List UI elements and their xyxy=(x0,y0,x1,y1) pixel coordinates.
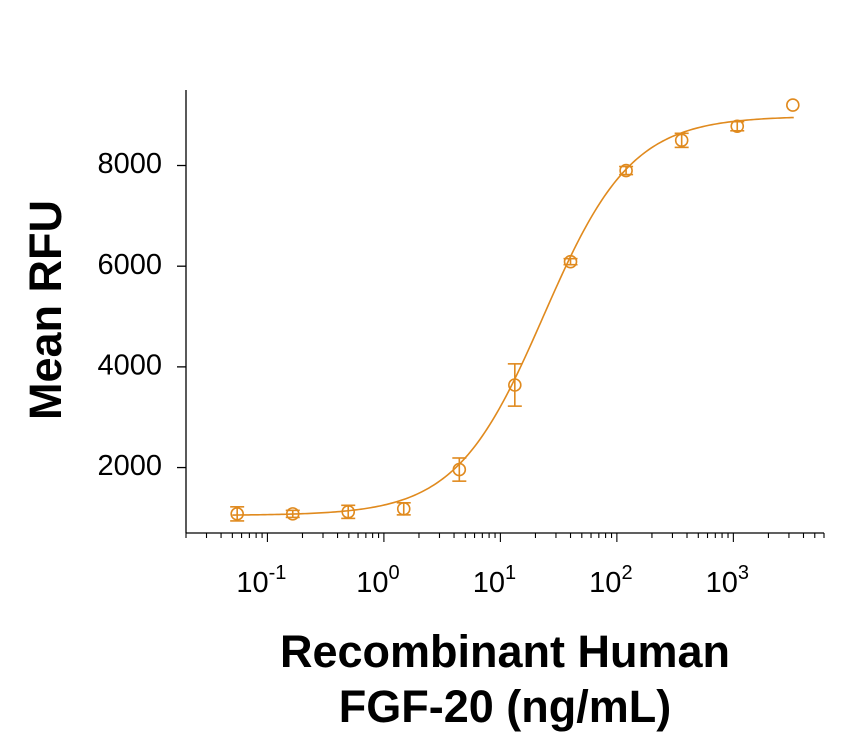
x-tick-base: 10 xyxy=(356,567,388,599)
x-tick-base: 10 xyxy=(236,567,268,599)
data-point xyxy=(619,163,634,178)
x-tick-exponent: -1 xyxy=(269,562,287,584)
x-tick-base: 10 xyxy=(706,567,738,599)
y-axis: 2000 4000 6000 8000 xyxy=(97,90,187,533)
point-marker xyxy=(285,507,300,521)
x-tick-label-0.1: 10-1 xyxy=(236,562,286,599)
x-axis-ticks: 10-1 100 101 102 103 xyxy=(185,533,825,599)
x-tick-label-10: 101 xyxy=(473,562,516,599)
data-point xyxy=(341,504,356,520)
point-marker xyxy=(452,462,467,477)
data-point xyxy=(230,506,245,522)
y-axis-ticks: 2000 4000 6000 8000 xyxy=(97,148,186,482)
point-marker xyxy=(786,98,800,112)
x-tick-base: 10 xyxy=(589,567,621,599)
point-marker xyxy=(508,378,522,392)
x-tick-exponent: 1 xyxy=(505,562,516,584)
data-point xyxy=(396,501,411,516)
x-tick-exponent: 3 xyxy=(738,562,749,584)
data-point xyxy=(730,119,745,134)
x-tick-exponent: 0 xyxy=(388,562,399,584)
data-points-layer xyxy=(230,98,800,522)
x-axis: 10-1 100 101 102 103 xyxy=(185,532,825,599)
y-tick-label-2000: 2000 xyxy=(97,450,162,482)
x-tick-base: 10 xyxy=(473,567,505,599)
y-tick-label-4000: 4000 xyxy=(97,350,162,382)
point-marker xyxy=(730,119,745,134)
y-axis-title: Mean RFU xyxy=(20,200,71,420)
x-tick-label-1000: 103 xyxy=(706,562,749,599)
point-marker xyxy=(563,254,578,269)
data-point xyxy=(285,507,300,521)
x-tick-exponent: 2 xyxy=(621,562,632,584)
y-tick-label-8000: 8000 xyxy=(97,148,162,180)
point-marker xyxy=(396,502,411,516)
x-axis-title-line-2: FGF-20 (ng/mL) xyxy=(339,681,671,732)
fit-curve-layer xyxy=(232,116,794,516)
y-tick-label-6000: 6000 xyxy=(97,249,162,281)
data-point xyxy=(563,254,578,269)
data-point xyxy=(507,363,522,407)
point-marker xyxy=(341,505,356,519)
data-point xyxy=(786,98,800,112)
point-marker xyxy=(230,507,244,521)
fit-curve-0 xyxy=(232,116,794,516)
x-tick-label-100: 102 xyxy=(589,562,632,599)
data-point xyxy=(674,132,689,149)
point-marker xyxy=(674,133,689,148)
data-point xyxy=(452,457,467,482)
x-axis-title-line-1: Recombinant Human xyxy=(280,626,730,677)
x-tick-label-1: 100 xyxy=(356,562,399,599)
point-marker xyxy=(619,163,633,178)
